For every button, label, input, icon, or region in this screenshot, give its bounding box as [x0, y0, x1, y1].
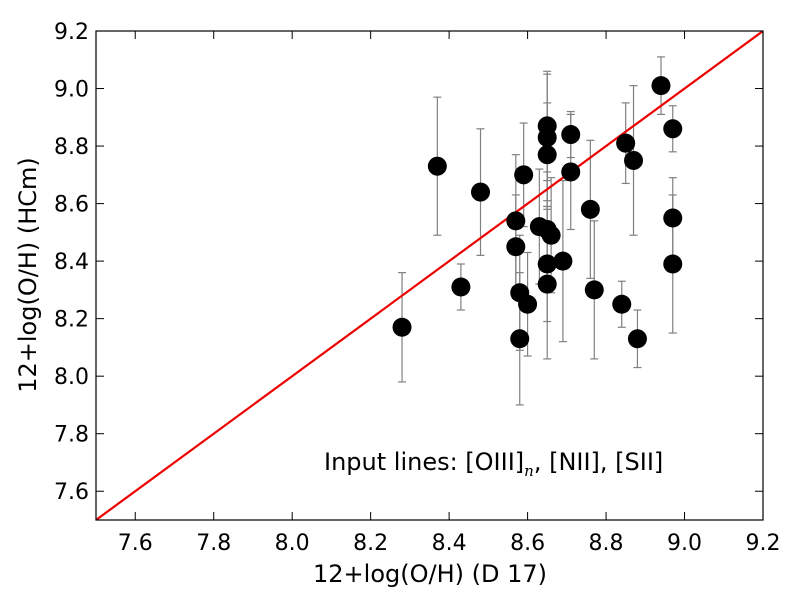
- data-point: [561, 162, 581, 182]
- data-point: [580, 199, 600, 219]
- data-point: [518, 294, 538, 314]
- plot-frame: [95, 30, 764, 521]
- data-point: [510, 329, 530, 349]
- data-point: [537, 127, 557, 147]
- y-tick-label: 9.2: [54, 20, 89, 45]
- data-point: [471, 182, 491, 202]
- x-tick-label: 8.8: [589, 531, 624, 556]
- annotation-prefix: Input lines: [OIII]: [324, 448, 524, 476]
- y-tick-label: 7.6: [54, 480, 89, 505]
- data-point: [624, 150, 644, 170]
- data-point: [537, 145, 557, 165]
- y-tick-label: 8.0: [54, 365, 89, 390]
- data-point: [537, 274, 557, 294]
- data-point: [506, 237, 526, 257]
- x-tick-label: 8.6: [510, 531, 545, 556]
- x-tick-label: 8.4: [432, 531, 467, 556]
- identity-line: [96, 31, 763, 520]
- x-tick-label: 8.0: [275, 531, 310, 556]
- y-tick-label: 8.8: [54, 135, 89, 160]
- x-tick-label: 9.0: [667, 531, 702, 556]
- data-point: [663, 119, 683, 139]
- data-point: [427, 156, 447, 176]
- data-point: [663, 208, 683, 228]
- x-tick-label: 7.8: [196, 531, 231, 556]
- y-axis-label: 12+log(O/H) (HCm): [14, 157, 42, 393]
- data-point: [612, 294, 632, 314]
- data-point: [616, 133, 636, 153]
- y-tick-label: 8.6: [54, 193, 89, 218]
- data-point: [514, 165, 534, 185]
- y-tick-label: 8.2: [54, 308, 89, 333]
- data-point: [663, 254, 683, 274]
- data-point: [651, 76, 671, 96]
- annotation-subscript: n: [524, 462, 534, 480]
- x-tick-label: 8.2: [353, 531, 388, 556]
- data-point: [506, 211, 526, 231]
- data-point: [561, 125, 581, 145]
- data-point: [537, 254, 557, 274]
- annotation-suffix: , [NII], [SII]: [534, 448, 663, 476]
- x-tick-label: 7.6: [118, 531, 153, 556]
- data-point: [553, 251, 573, 271]
- y-tick-label: 7.8: [54, 423, 89, 448]
- data-point: [541, 225, 561, 245]
- y-tick-label: 9.0: [54, 78, 89, 103]
- annotation-text: Input lines: [OIII]n, [NII], [SII]: [324, 448, 663, 480]
- x-axis-label: 12+log(O/H) (D 17): [313, 560, 547, 588]
- data-point: [627, 329, 647, 349]
- data-point: [451, 277, 471, 297]
- data-point: [392, 317, 412, 337]
- x-tick-label: 9.2: [746, 531, 781, 556]
- data-point: [584, 280, 604, 300]
- y-tick-label: 8.4: [54, 250, 89, 275]
